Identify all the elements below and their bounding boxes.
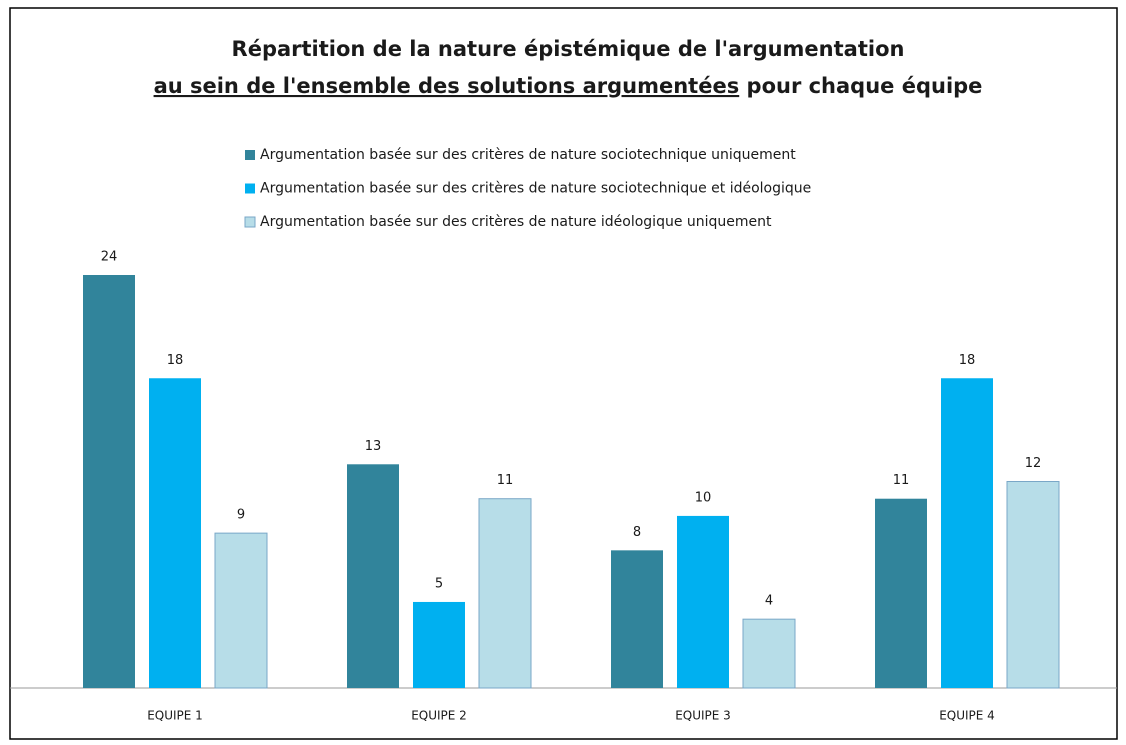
bar <box>478 498 532 689</box>
legend-label: Argumentation basée sur des critères de … <box>260 181 811 197</box>
chart-title-underlined: au sein de l'ensemble des solutions argu… <box>154 74 740 98</box>
bar <box>83 275 135 688</box>
data-label: 4 <box>765 594 773 609</box>
legend-swatch <box>244 216 256 228</box>
data-label: 5 <box>435 576 443 591</box>
bar <box>677 515 729 688</box>
legend-label: Argumentation basée sur des critères de … <box>260 214 772 230</box>
legend-swatch <box>245 183 255 194</box>
data-label: 9 <box>237 508 245 523</box>
data-label: 11 <box>893 473 910 488</box>
bar <box>1006 481 1060 689</box>
x-tick-label: EQUIPE 4 <box>939 709 995 723</box>
data-label: 18 <box>959 353 976 368</box>
bar <box>413 601 465 688</box>
data-label: 12 <box>1025 456 1042 471</box>
bar <box>742 618 796 689</box>
bar <box>941 378 993 688</box>
x-tick-label: EQUIPE 2 <box>411 709 467 723</box>
data-label: 18 <box>167 353 184 368</box>
legend-swatch <box>245 150 255 160</box>
x-tick-label: EQUIPE 1 <box>147 709 203 723</box>
data-label: 24 <box>101 250 118 265</box>
data-label: 11 <box>497 473 514 488</box>
data-label: 13 <box>365 439 382 454</box>
legend-label: Argumentation basée sur des critères de … <box>260 147 796 163</box>
data-label: 8 <box>633 525 641 540</box>
chart-title: Répartition de la nature épistémique de … <box>232 37 905 61</box>
data-label: 10 <box>695 490 712 505</box>
bar <box>611 550 663 688</box>
x-tick-label: EQUIPE 3 <box>675 709 731 723</box>
bar <box>214 532 268 689</box>
bar <box>149 378 201 688</box>
chart-title-end: pour chaque équipe <box>747 74 983 98</box>
bar <box>347 464 399 688</box>
bar <box>875 498 927 688</box>
chart-title-line: au sein de l'ensemble des solutions argu… <box>154 74 983 98</box>
chart-title-rest <box>739 74 746 98</box>
